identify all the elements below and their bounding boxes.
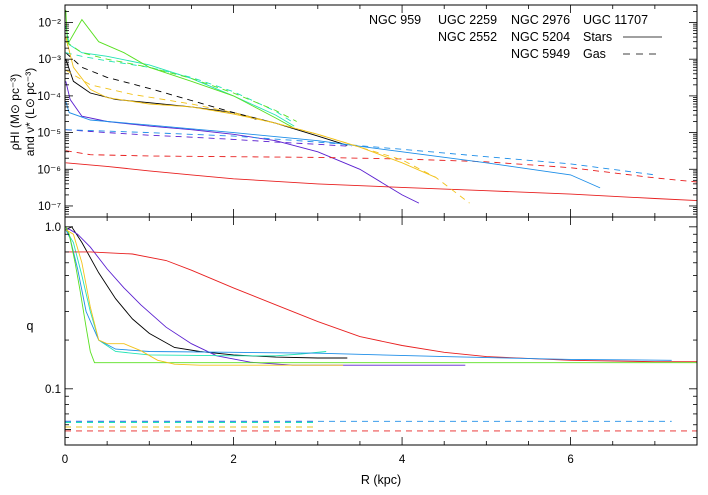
x-tick-label: 6 bbox=[567, 454, 573, 466]
legend-stars-label: Stars bbox=[583, 30, 612, 44]
x-tick-label: 0 bbox=[62, 454, 68, 466]
legend-item-ngc-2552: NGC 2552 bbox=[438, 30, 497, 44]
gas-line-ngc-2552 bbox=[65, 129, 655, 176]
bottom-y-tick-label: 0.1 bbox=[45, 384, 61, 396]
top-y-tick-label: 10⁻⁷ bbox=[38, 201, 61, 213]
x-axis-label: R (kpc) bbox=[361, 473, 401, 487]
q-stars-line-ngc-2552 bbox=[65, 229, 672, 361]
top-y-axis-label: ρHI (M⊙ pc⁻³) and ν* (L⊙ pc⁻³) bbox=[8, 68, 37, 156]
stars-line-ngc-5949 bbox=[65, 36, 436, 178]
q-stars-line-ngc-5949 bbox=[65, 229, 344, 366]
legend-item-ngc-2976: NGC 2976 bbox=[511, 13, 570, 27]
gas-line-ngc-959 bbox=[65, 52, 259, 121]
stars-line-ngc-959 bbox=[65, 59, 348, 146]
legend-item-ugc-2259: UGC 2259 bbox=[438, 13, 497, 27]
q-stars-line-ugc-2259 bbox=[65, 227, 466, 366]
top-y-tick-label: 10⁻² bbox=[38, 18, 61, 30]
gas-line-ngc-5204 bbox=[65, 41, 297, 122]
top-y-tick-label: 10⁻³ bbox=[38, 54, 61, 66]
legend-gas-label: Gas bbox=[583, 47, 606, 61]
bottom-y-tick-label: 1.0 bbox=[45, 222, 61, 234]
bottom-y-axis: 0.1 1.0 bbox=[45, 222, 697, 438]
x-tick-label: 4 bbox=[399, 454, 406, 466]
gas-line-ngc-2976 bbox=[65, 52, 295, 124]
legend: NGC 959 UGC 2259 NGC 2976 UGC 11707 NGC … bbox=[369, 13, 662, 61]
q-stars-line-ngc-959 bbox=[65, 226, 348, 359]
bottom-panel-frame bbox=[64, 216, 698, 446]
bottom-y-axis-label: q bbox=[27, 319, 34, 333]
stars-line-ngc-2552 bbox=[65, 101, 601, 189]
legend-item-ngc-5204: NGC 5204 bbox=[511, 30, 570, 44]
top-y-tick-label: 10⁻⁶ bbox=[37, 164, 61, 176]
q-stars-line-ngc-5204 bbox=[65, 226, 697, 364]
top-y-tick-label: 10⁻⁵ bbox=[37, 128, 61, 140]
q-stars-line-ugc-11707 bbox=[65, 251, 697, 363]
top-panel: 10⁻⁷ 10⁻⁶ 10⁻⁵ 10⁻⁴ 10⁻³ 10⁻² ρHI (M⊙ pc⁻³) a… bbox=[8, 4, 698, 218]
top-y-axis-label-line2: and ν* (L⊙ pc⁻³) bbox=[23, 68, 37, 156]
top-y-tick-label: 10⁻⁴ bbox=[37, 91, 61, 103]
legend-item-ugc-11707: UGC 11707 bbox=[583, 13, 648, 27]
gas-line-ugc-11707 bbox=[65, 150, 697, 183]
top-x-ticks bbox=[64, 5, 698, 217]
bottom-series-group bbox=[65, 226, 697, 432]
stars-line-ngc-2976 bbox=[65, 26, 295, 127]
gas-line-ngc-5949 bbox=[65, 69, 470, 204]
x-axis: 0 2 4 6 bbox=[62, 217, 698, 466]
legend-item-ngc-5949: NGC 5949 bbox=[511, 47, 570, 61]
top-series-group bbox=[65, 9, 697, 204]
q-stars-line-ngc-2976 bbox=[65, 229, 327, 357]
top-y-axis-label-line1: ρHI (M⊙ pc⁻³) bbox=[8, 74, 22, 151]
stars-line-ugc-2259 bbox=[65, 81, 420, 204]
stars-line-ugc-11707 bbox=[65, 162, 697, 202]
stars-line-ngc-5204 bbox=[65, 9, 293, 128]
legend-item-ngc-959: NGC 959 bbox=[369, 13, 421, 27]
bottom-panel: 0.1 1.0 0 2 4 6 q R (kpc) bbox=[27, 216, 698, 487]
gas-line-ugc-2259 bbox=[65, 129, 352, 147]
x-tick-label: 2 bbox=[230, 454, 236, 466]
